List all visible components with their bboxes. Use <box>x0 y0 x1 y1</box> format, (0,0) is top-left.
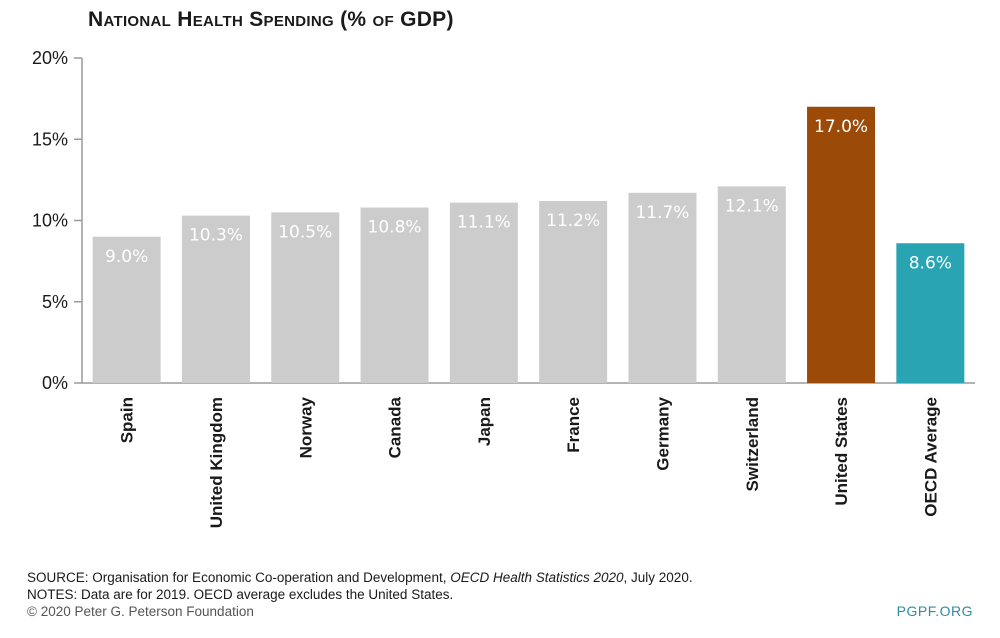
category-labels: Spain United Kingdom Norway Canada Japan Fran… <box>118 396 941 528</box>
bar <box>360 207 429 383</box>
bar <box>807 106 876 383</box>
bar-value-label: 11.2% <box>546 211 600 231</box>
category-label: United Kingdom <box>207 397 226 528</box>
bar-value-label: 10.5% <box>278 222 332 242</box>
y-tick-label: 5% <box>42 292 68 312</box>
copyright: © 2020 Peter G. Peterson Foundation <box>27 604 254 619</box>
source-date: , July 2020. <box>623 570 693 585</box>
category-label: Germany <box>653 396 672 470</box>
footer: SOURCE: Organisation for Economic Co-ope… <box>27 569 693 620</box>
category-label: Switzerland <box>743 397 762 491</box>
category-label: Japan <box>475 397 494 446</box>
bar <box>896 243 965 383</box>
bar <box>92 236 161 383</box>
bar-value-label: 8.6% <box>909 253 952 273</box>
bar <box>717 186 786 383</box>
y-tick-label: 10% <box>32 211 68 231</box>
y-tick-label: 15% <box>32 129 68 149</box>
bar-chart: 0% 5% 10% 15% 20% 9.0% 10.3% 10.5% 10.8% 11.1% 11… <box>32 48 975 528</box>
y-tick-label: 0% <box>42 373 68 393</box>
bar-value-label: 9.0% <box>105 247 148 267</box>
source-text: SOURCE: Organisation for Economic Co-ope… <box>27 570 451 585</box>
category-label: Norway <box>296 396 315 458</box>
category-label: Canada <box>386 396 405 458</box>
category-label: France <box>564 397 583 453</box>
chart-title: National Health Spending (% of GDP) <box>88 8 454 31</box>
source-note: SOURCE: Organisation for Economic Co-ope… <box>27 569 693 586</box>
category-label: Spain <box>118 397 137 443</box>
bar <box>181 215 250 383</box>
bar <box>539 201 608 383</box>
bar <box>271 212 340 383</box>
bar-value-label: 10.3% <box>189 226 243 246</box>
bar <box>628 192 697 383</box>
bar-value-label: 11.1% <box>457 213 511 233</box>
bar-value-label: 12.1% <box>725 196 779 216</box>
brand-link[interactable]: PGPF.ORG <box>896 603 973 619</box>
bar <box>449 202 518 383</box>
bar-value-label: 10.8% <box>368 218 422 238</box>
category-label: United States <box>832 397 851 506</box>
notes: NOTES: Data are for 2019. OECD average e… <box>27 587 454 602</box>
y-tick-label: 20% <box>32 48 68 68</box>
source-publication: OECD Health Statistics 2020 <box>450 570 624 585</box>
bars: 9.0% 10.3% 10.5% 10.8% 11.1% 11.2% 11.7% 12.1% 1… <box>92 106 965 383</box>
category-label: OECD Average <box>921 397 940 517</box>
bar-value-label: 11.7% <box>635 203 689 223</box>
bar-value-label: 17.0% <box>814 117 868 137</box>
